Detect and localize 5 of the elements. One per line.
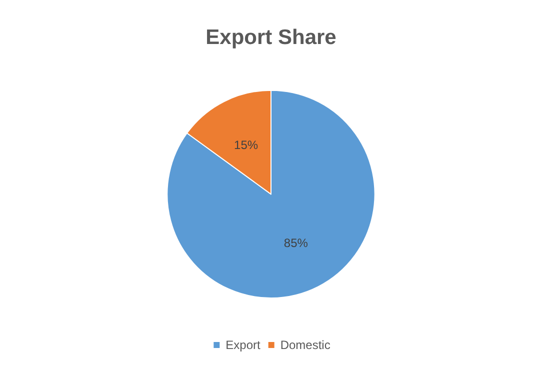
legend-label: Export [226,338,261,352]
data-label: 15% [234,138,258,152]
legend-label: Domestic [280,338,330,352]
chart-title: Export Share [206,26,336,49]
data-label: 85% [284,236,308,250]
